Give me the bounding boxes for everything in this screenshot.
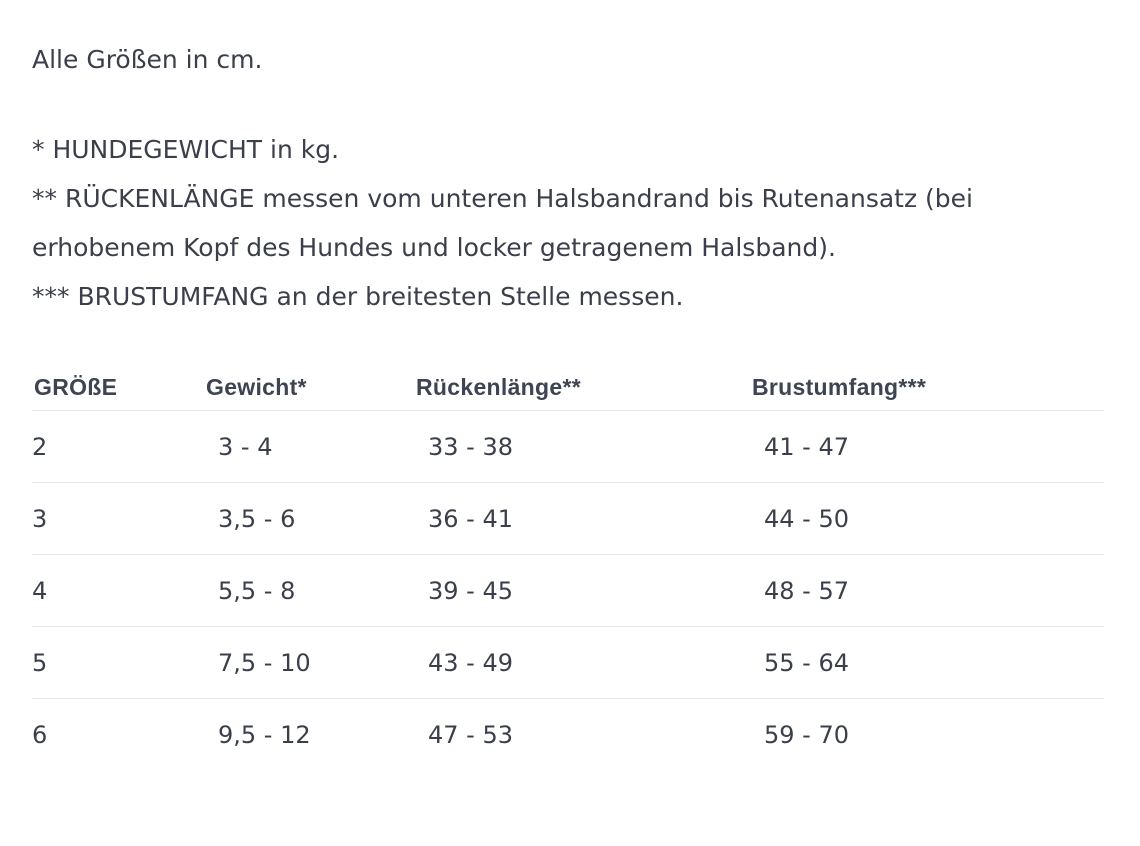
cell-weight: 3,5 - 6 bbox=[206, 482, 416, 555]
header-size: GRÖßE bbox=[32, 364, 206, 411]
note-chest: *** BRUSTUMFANG an der breitesten Stelle… bbox=[32, 282, 684, 311]
table-row: 5 7,5 - 10 43 - 49 55 - 64 bbox=[32, 626, 1104, 699]
measurement-notes: * HUNDEGEWICHT in kg. ** RÜCKENLÄNGE mes… bbox=[32, 125, 1104, 321]
cell-weight: 5,5 - 8 bbox=[206, 554, 416, 627]
cell-weight: 3 - 4 bbox=[206, 410, 416, 483]
header-chest: Brustumfang*** bbox=[752, 364, 1104, 411]
cell-weight: 9,5 - 12 bbox=[218, 720, 311, 749]
size-table: GRÖßE Gewicht* Rückenlänge** Brustumfang… bbox=[32, 364, 1104, 770]
cell-chest: 41 - 47 bbox=[752, 410, 1104, 483]
header-back-length: Rückenlänge** bbox=[416, 364, 752, 411]
cell-size: 3 bbox=[32, 482, 206, 555]
table-row: 6 9,5 - 12 47 - 53 59 - 70 bbox=[32, 699, 1104, 771]
note-weight: * HUNDEGEWICHT in kg. bbox=[32, 135, 340, 164]
note-back-length: ** RÜCKENLÄNGE messen vom unteren Halsba… bbox=[32, 184, 973, 262]
cell-back-length: 33 - 38 bbox=[416, 410, 752, 483]
cell-chest: 44 - 50 bbox=[752, 482, 1104, 555]
table-row: 3 3,5 - 6 36 - 41 44 - 50 bbox=[32, 482, 1104, 555]
cell-back-length: 39 - 45 bbox=[416, 554, 752, 627]
cell-chest: 59 - 70 bbox=[764, 720, 849, 749]
cell-chest: 55 - 64 bbox=[752, 626, 1104, 699]
cell-size: 5 bbox=[32, 626, 206, 699]
units-note: Alle Größen in cm. bbox=[32, 45, 263, 74]
table-row: 4 5,5 - 8 39 - 45 48 - 57 bbox=[32, 554, 1104, 627]
table-row: 2 3 - 4 33 - 38 41 - 47 bbox=[32, 410, 1104, 483]
cell-size: 6 bbox=[32, 720, 48, 749]
cell-chest: 48 - 57 bbox=[752, 554, 1104, 627]
header-weight: Gewicht* bbox=[206, 364, 416, 411]
cell-back-length: 47 - 53 bbox=[428, 720, 513, 749]
table-header-row: GRÖßE Gewicht* Rückenlänge** Brustumfang… bbox=[32, 364, 1104, 411]
cell-back-length: 36 - 41 bbox=[416, 482, 752, 555]
cell-size: 4 bbox=[32, 554, 206, 627]
cell-back-length: 43 - 49 bbox=[416, 626, 752, 699]
cell-weight: 7,5 - 10 bbox=[206, 626, 416, 699]
cell-size: 2 bbox=[32, 410, 206, 483]
